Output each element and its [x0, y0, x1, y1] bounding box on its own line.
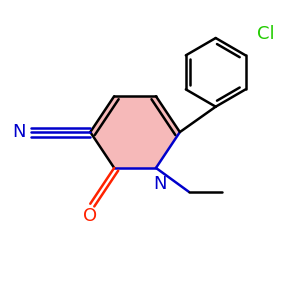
Text: Cl: Cl: [257, 25, 275, 43]
Polygon shape: [90, 96, 180, 168]
Text: N: N: [154, 175, 167, 193]
Text: O: O: [83, 207, 97, 225]
Text: N: N: [12, 123, 26, 141]
